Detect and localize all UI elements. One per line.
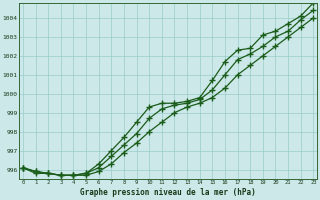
X-axis label: Graphe pression niveau de la mer (hPa): Graphe pression niveau de la mer (hPa) (80, 188, 256, 197)
